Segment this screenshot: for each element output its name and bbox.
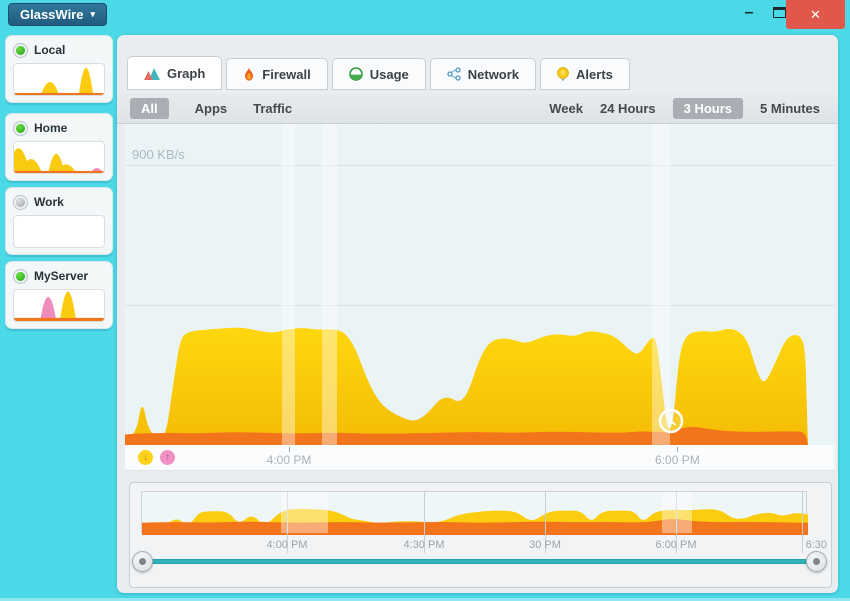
sparkline-thumbnail <box>13 215 105 248</box>
traffic-graph[interactable]: 900 KB/s <box>125 124 835 445</box>
sparkline-chart <box>14 148 104 173</box>
slider-handle-left[interactable] <box>132 551 153 572</box>
sparkline-thumbnail <box>13 63 105 96</box>
x-tick-label: 4:00 PM <box>266 539 308 551</box>
tick-mark <box>289 447 290 452</box>
filter-week[interactable]: Week <box>549 101 583 116</box>
download-arrow-icon[interactable]: ↓ <box>138 450 153 465</box>
tab-label: Alerts <box>576 66 613 82</box>
filter-3-hours[interactable]: 3 Hours <box>672 98 744 119</box>
sidebar-item-label: Home <box>34 121 68 135</box>
sparkline-thumbnail <box>13 289 105 322</box>
alerts-icon <box>557 66 569 81</box>
filter-all[interactable]: All <box>130 98 169 119</box>
graph-filter-bar: All Apps Traffic Week 24 Hours 3 Hours 5… <box>117 94 838 124</box>
status-led-online-icon <box>14 43 27 57</box>
status-led-online-icon <box>14 269 27 283</box>
x-tick-label: 6:00 PM <box>655 453 700 467</box>
close-button[interactable]: ✕ <box>786 0 845 29</box>
area-chart[interactable] <box>125 124 835 445</box>
x-axis: ↓ ↑ 4:00 PM 6:00 PM <box>125 445 835 471</box>
x-tick-label: 4:00 PM <box>266 453 312 467</box>
tab-firewall[interactable]: Firewall <box>226 58 328 90</box>
tick-line <box>802 491 803 553</box>
tab-label: Graph <box>167 65 206 81</box>
tab-bar: Graph Firewall Usage Network <box>127 56 630 90</box>
tab-label: Network <box>467 66 520 82</box>
upload-arrow-icon[interactable]: ↑ <box>160 450 175 465</box>
x-tick-label: 6:00 PM <box>655 539 697 551</box>
traffic-legend: ↓ ↑ <box>138 450 175 465</box>
status-led-offline-icon <box>14 195 27 209</box>
x-tick-label: 30 PM <box>529 539 561 551</box>
sparkline-chart <box>14 67 104 95</box>
filter-group-left: All Apps Traffic <box>130 98 292 119</box>
status-led-online-icon <box>14 121 27 135</box>
tab-alerts[interactable]: Alerts <box>540 58 630 90</box>
y-axis-max-label: 900 KB/s <box>132 147 185 162</box>
minimap-chart-box[interactable] <box>141 491 808 535</box>
slider-handle-right[interactable] <box>806 551 827 572</box>
filter-24-hours[interactable]: 24 Hours <box>599 101 656 116</box>
sidebar-item-label: Work <box>34 195 64 209</box>
sidebar-item-local[interactable]: Local <box>5 35 113 103</box>
sparkline-thumbnail <box>13 141 105 174</box>
clock-icon[interactable] <box>658 408 684 434</box>
sparkline-chart <box>14 216 104 247</box>
usage-icon <box>348 67 363 81</box>
title-bar: GlassWire ▾ – ✕ <box>0 0 850 29</box>
tick-line <box>545 491 546 553</box>
sidebar-item-label: MyServer <box>34 269 89 283</box>
tab-usage[interactable]: Usage <box>331 58 426 90</box>
time-range-slider-track[interactable] <box>142 559 817 564</box>
app-title: GlassWire <box>20 7 84 22</box>
sidebar-item-label: Local <box>34 43 66 57</box>
tick-line <box>424 491 425 553</box>
gridline <box>125 305 835 306</box>
tab-network[interactable]: Network <box>429 58 537 90</box>
main-panel: Graph Firewall Usage Network <box>117 35 838 593</box>
sidebar-item-home[interactable]: Home <box>5 113 113 181</box>
filter-traffic[interactable]: Traffic <box>253 101 293 116</box>
window-bottom-edge <box>0 598 850 601</box>
sidebar-item-work[interactable]: Work <box>5 187 113 255</box>
gridline <box>125 165 835 166</box>
sidebar-item-myserver[interactable]: MyServer <box>5 261 113 329</box>
tick-mark <box>677 447 679 452</box>
timeline-minimap: 4:00 PM 4:30 PM 30 PM 6:00 PM 6:30 <box>129 482 832 588</box>
tick-line <box>287 491 288 553</box>
tab-label: Usage <box>369 66 409 82</box>
tab-graph[interactable]: Graph <box>127 56 223 90</box>
network-icon <box>447 67 461 81</box>
maximize-button[interactable] <box>773 7 786 18</box>
firewall-icon <box>245 67 254 81</box>
tick-line <box>676 491 677 553</box>
x-tick-label: 4:30 PM <box>403 539 445 551</box>
filter-5-minutes[interactable]: 5 Minutes <box>760 101 820 116</box>
graph-icon <box>144 67 160 80</box>
minimize-button[interactable]: – <box>744 4 754 21</box>
minimap-area-chart[interactable] <box>142 492 808 535</box>
sparkline-chart <box>14 291 104 321</box>
glasswire-menu-button[interactable]: GlassWire ▾ <box>8 3 108 26</box>
filter-apps[interactable]: Apps <box>194 101 228 116</box>
x-tick-label: 6:30 <box>805 539 827 551</box>
tab-label: Firewall <box>262 66 311 82</box>
filter-group-timescale: Week 24 Hours 3 Hours 5 Minutes <box>549 98 820 119</box>
chevron-down-icon: ▾ <box>90 9 96 19</box>
